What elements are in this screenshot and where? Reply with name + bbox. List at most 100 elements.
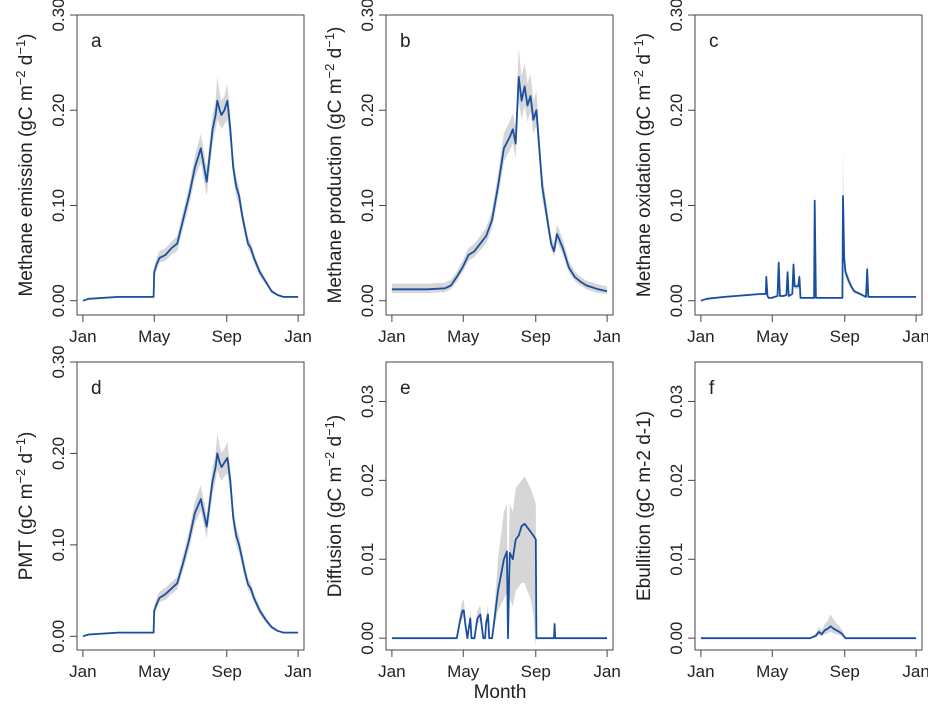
series-line: [82, 452, 299, 638]
y-axis-title-text: PMT (gC m: [16, 484, 37, 581]
y-axis-title-text: ): [16, 432, 37, 438]
series-line: [700, 195, 917, 302]
y-axis-title-superscript: −1: [322, 33, 337, 48]
x-tick-label: Jan: [378, 662, 405, 681]
y-axis-title-superscript: −1: [13, 40, 28, 55]
plot-frame: [694, 361, 923, 651]
y-tick-label: 0.20: [49, 437, 68, 470]
y-tick-label: 0.30: [49, 0, 68, 32]
y-axis-title-text: d: [16, 55, 37, 71]
y-axis-title: Methane emission (gC m−2 d−1): [13, 33, 37, 296]
y-tick-label: 0.30: [358, 0, 377, 32]
x-tick-label: May: [138, 327, 171, 346]
x-tick-label: Jan: [687, 327, 714, 346]
y-tick-label: 0.02: [667, 464, 686, 497]
y-tick-label: 0.01: [667, 543, 686, 576]
y-tick-label: 0.03: [667, 385, 686, 418]
y-axis-title-text: d: [325, 48, 346, 64]
panel-label: b: [400, 31, 411, 52]
y-tick-label: 0.30: [49, 345, 68, 378]
x-tick-label: May: [756, 327, 789, 346]
y-axis-title-text: Methane production (gC m: [325, 78, 346, 303]
x-tick-label: Sep: [521, 662, 551, 681]
plot-frame: [385, 14, 614, 316]
y-axis-title-superscript: −2: [13, 469, 28, 484]
y-axis-title-text: Diffusion (gC m: [325, 467, 346, 598]
x-tick-label: Sep: [521, 327, 551, 346]
y-axis-title-text: ): [325, 415, 346, 421]
y-tick-label: 0.00: [358, 284, 377, 317]
y-tick-label: 0.00: [49, 284, 68, 317]
series-line: [391, 522, 608, 640]
uncertainty-band: [700, 614, 917, 639]
y-tick-label: 0.00: [667, 622, 686, 655]
y-axis-title-superscript: −2: [631, 70, 646, 85]
x-tick-label: Jan: [593, 327, 620, 346]
y-tick-label: 0.03: [358, 385, 377, 418]
x-axis-title: Month: [474, 682, 527, 703]
x-tick-label: Jan: [378, 327, 405, 346]
plot-frame: [76, 361, 305, 651]
x-tick-label: Jan: [69, 662, 96, 681]
x-tick-label: Sep: [830, 327, 860, 346]
y-tick-label: 0.02: [358, 464, 377, 497]
x-tick-label: May: [447, 327, 480, 346]
x-tick-label: Sep: [830, 662, 860, 681]
y-axis-title: Ebullition (gC m-2 d-1): [634, 411, 655, 601]
y-tick-label: 0.10: [49, 189, 68, 222]
y-axis-title-text: ): [16, 33, 37, 39]
y-axis-title: PMT (gC m−2 d−1): [13, 432, 37, 581]
y-axis-title-superscript: −1: [631, 39, 646, 54]
series-line: [700, 625, 917, 640]
y-axis-title: Diffusion (gC m−2 d−1): [322, 415, 346, 597]
y-axis-title-text: Methane emission (gC m: [16, 85, 37, 296]
x-tick-label: Jan: [687, 662, 714, 681]
plot-frame: [76, 14, 305, 316]
y-tick-label: 0.10: [667, 189, 686, 222]
y-axis-title-text: ): [634, 33, 655, 39]
y-axis-title-superscript: −2: [13, 70, 28, 85]
y-axis-title-text: d: [16, 453, 37, 469]
x-tick-label: Jan: [69, 327, 96, 346]
x-tick-label: Jan: [593, 662, 620, 681]
y-tick-label: 0.10: [49, 528, 68, 561]
y-axis-title-text: d: [325, 436, 346, 452]
panel-label: a: [91, 31, 102, 52]
plot-frame: [385, 361, 614, 651]
series-line: [391, 76, 608, 293]
y-tick-label: 0.20: [667, 94, 686, 127]
x-tick-label: May: [447, 662, 480, 681]
y-axis-title-superscript: −2: [322, 452, 337, 467]
y-axis-title: Methane oxidation (gC m−2 d−1): [631, 33, 655, 297]
y-axis-title-text: Ebullition (gC m-2 d-1): [634, 411, 655, 601]
y-axis-title-superscript: −1: [322, 421, 337, 436]
plot-frame: [694, 14, 923, 316]
y-tick-label: 0.20: [49, 94, 68, 127]
y-axis-title: Methane production (gC m−2 d−1): [322, 27, 346, 304]
x-tick-label: Jan: [902, 662, 928, 681]
y-tick-label: 0.00: [49, 620, 68, 653]
y-axis-title-superscript: −1: [13, 438, 28, 453]
y-tick-label: 0.00: [667, 284, 686, 317]
panel-label: c: [709, 31, 719, 52]
x-tick-label: Jan: [284, 662, 311, 681]
y-axis-title-text: d: [634, 54, 655, 70]
x-tick-label: Sep: [212, 662, 242, 681]
y-tick-label: 0.00: [358, 622, 377, 655]
panel-label: d: [91, 378, 102, 399]
y-axis-title-text: ): [325, 27, 346, 33]
y-tick-label: 0.01: [358, 543, 377, 576]
uncertainty-band: [391, 476, 608, 647]
series-line: [82, 99, 299, 302]
y-axis-title-superscript: −2: [322, 64, 337, 79]
y-axis-title-text: Methane oxidation (gC m: [634, 85, 655, 297]
x-tick-label: Jan: [284, 327, 311, 346]
